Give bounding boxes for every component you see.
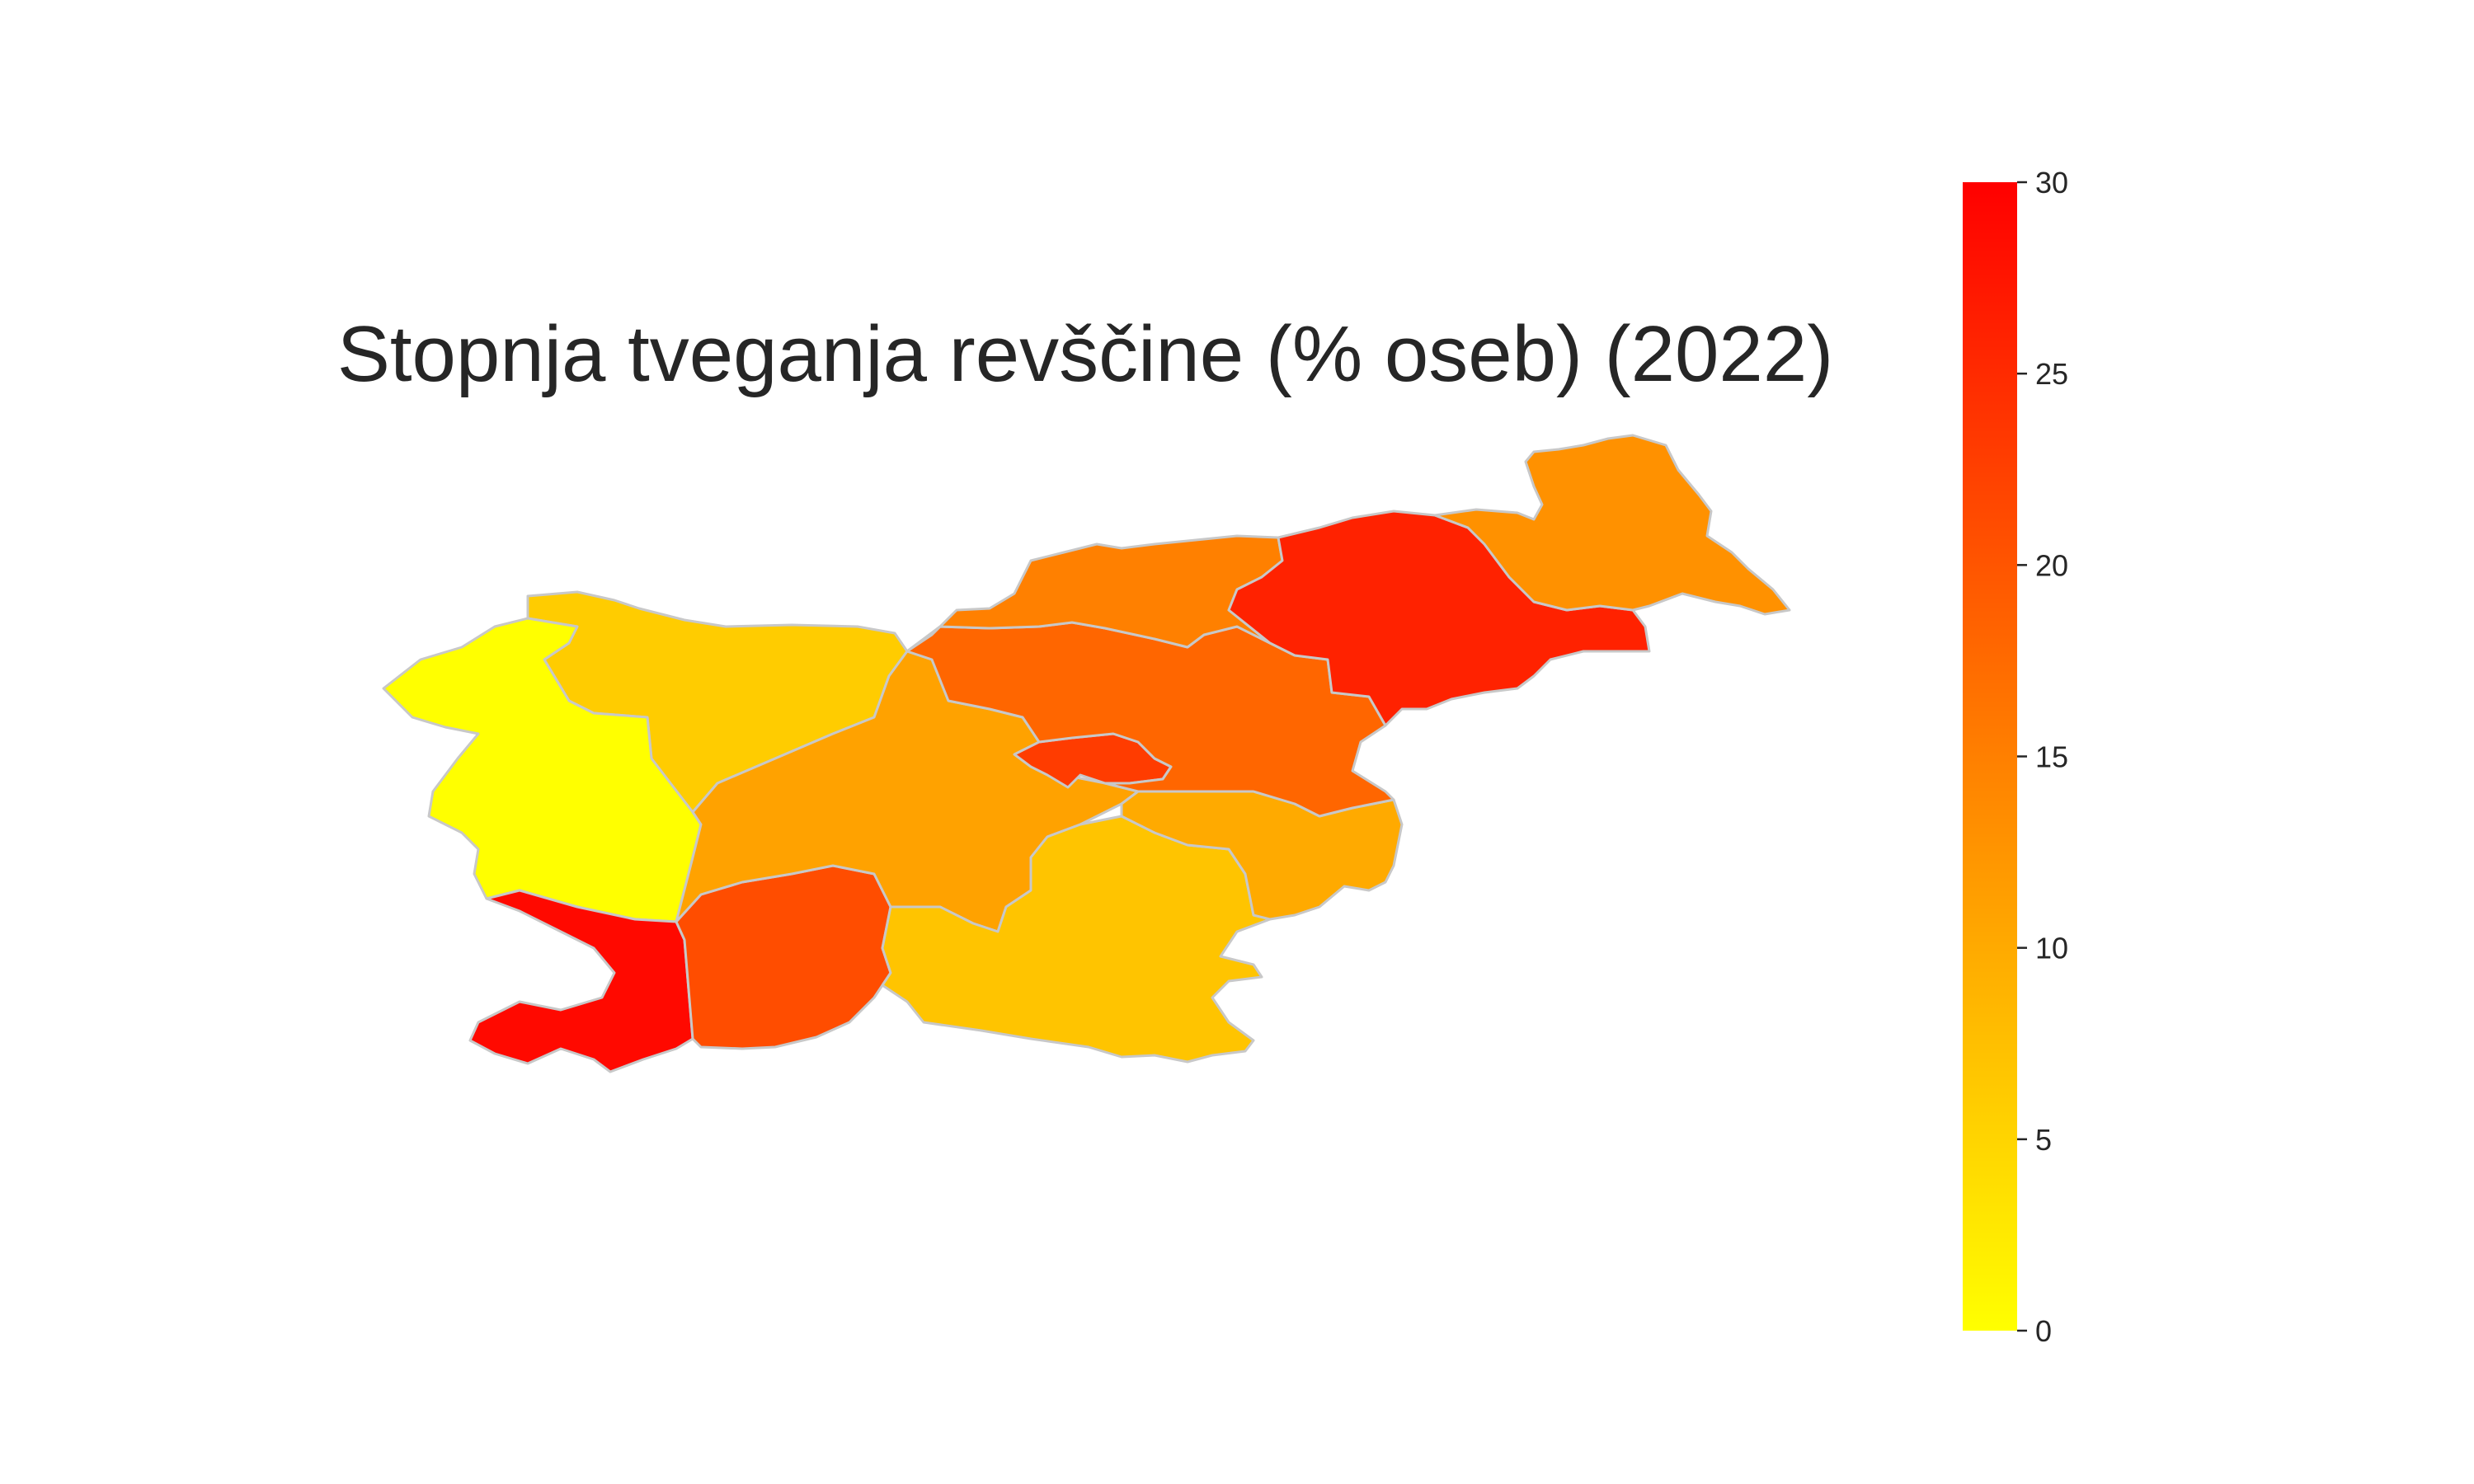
- colorbar-tick-label: 5: [2035, 1123, 2052, 1157]
- map-title: Stopnja tveganja revščine (% oseb) (2022…: [337, 310, 1833, 398]
- colorbar-tick-label: 25: [2035, 357, 2068, 391]
- region-osrednjeslovenska[interactable]: Osrednjeslovenska: 11: [675, 650, 1140, 933]
- colorbar-tick-label: 0: [2035, 1314, 2052, 1348]
- colorbar: 0 5 10 15 20 25 30: [1963, 166, 2068, 1348]
- colorbar-tick-label: 10: [2035, 932, 2068, 965]
- colorbar-tick-label: 15: [2035, 740, 2068, 774]
- colorbar-tick-label: 20: [2035, 548, 2068, 582]
- region-jugovzhodna[interactable]: Jugovzhodna Slovenija: 7: [881, 815, 1272, 1064]
- colorbar-gradient: [1963, 182, 2017, 1331]
- colorbar-tick-label: 30: [2035, 166, 2068, 200]
- region-pomurska[interactable]: Pomurska: 13: [1433, 434, 1791, 616]
- colorbar-ticks: 0 5 10 15 20 25 30: [2017, 166, 2068, 1348]
- map-regions: Gorenjska: 6 Goriška: 0 Obalno-kraška: 2…: [382, 434, 1791, 1073]
